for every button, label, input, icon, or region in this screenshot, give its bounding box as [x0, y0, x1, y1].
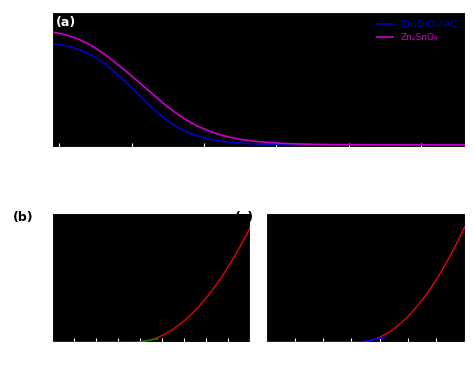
Y-axis label: (αhv)² (eV/m)²: (αhv)² (eV/m)² [252, 244, 261, 311]
Zn₂SnO₄ [273, 140, 278, 145]
Zn₂SnO₄/ AC [452, 142, 457, 147]
Zn₂SnO₄/ AC [49, 41, 55, 46]
Line: Zn₂SnO₄: Zn₂SnO₄ [52, 32, 465, 145]
Text: (c): (c) [235, 211, 254, 224]
Zn₂SnO₄ [295, 142, 301, 146]
X-axis label: hv (ev): hv (ev) [132, 359, 171, 369]
X-axis label: hv (ev): hv (ev) [346, 359, 385, 369]
Zn₂SnO₄/ AC [273, 142, 278, 147]
Legend: Zn₂SnO₄/ AC, Zn₂SnO₄: Zn₂SnO₄/ AC, Zn₂SnO₄ [374, 16, 460, 46]
Zn₂SnO₄ [245, 138, 251, 143]
Text: (a): (a) [56, 16, 76, 29]
Zn₂SnO₄/ AC [245, 141, 251, 146]
Y-axis label: (αhv)² (eV/m)²: (αhv)² (eV/m)² [37, 244, 46, 311]
Zn₂SnO₄ [49, 30, 55, 34]
Zn₂SnO₄/ AC [247, 141, 253, 146]
Text: (b): (b) [12, 211, 33, 224]
Zn₂SnO₄ [452, 142, 457, 147]
Zn₂SnO₄/ AC [462, 142, 467, 147]
Y-axis label: Absorption (a.u): Absorption (a.u) [36, 31, 46, 128]
Zn₂SnO₄/ AC [387, 142, 393, 147]
Zn₂SnO₄ [247, 138, 253, 143]
Zn₂SnO₄ [462, 142, 467, 147]
Zn₂SnO₄/ AC [295, 142, 301, 147]
Line: Zn₂SnO₄/ AC: Zn₂SnO₄/ AC [52, 43, 465, 145]
X-axis label: Wavelength (nm): Wavelength (nm) [204, 168, 312, 177]
Zn₂SnO₄ [387, 142, 393, 147]
